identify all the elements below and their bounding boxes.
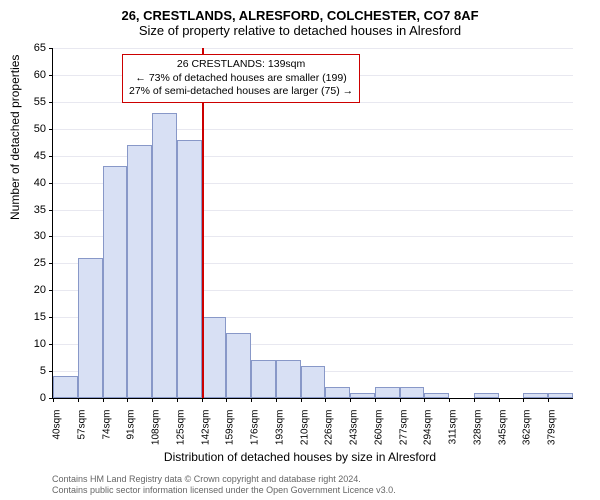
histogram-bar [103,166,128,398]
chart-title-main: 26, CRESTLANDS, ALRESFORD, COLCHESTER, C… [0,0,600,23]
ytick-label: 55 [16,96,46,108]
histogram-bar [276,360,301,398]
ytick-label: 5 [16,365,46,377]
ytick-label: 40 [16,177,46,189]
histogram-bar [53,376,78,398]
ytick-mark [49,236,53,237]
ytick-label: 50 [16,123,46,135]
footer-line-1: Contains HM Land Registry data © Crown c… [52,474,396,485]
histogram-bar [424,393,449,398]
histogram-bar [152,113,177,398]
marker-info-box: 26 CRESTLANDS: 139sqm ← 73% of detached … [122,54,360,103]
xtick-mark [276,398,277,402]
ytick-label: 30 [16,230,46,242]
histogram-bar [523,393,548,398]
ytick-label: 35 [16,204,46,216]
ytick-label: 20 [16,284,46,296]
ytick-label: 10 [16,338,46,350]
ytick-mark [49,263,53,264]
histogram-bar [301,366,326,398]
gridline [53,129,573,130]
xtick-mark [548,398,549,402]
xtick-mark [474,398,475,402]
histogram-bar [177,140,202,398]
ytick-label: 15 [16,311,46,323]
histogram-bar [226,333,251,398]
footer-attribution: Contains HM Land Registry data © Crown c… [52,474,396,496]
xtick-mark [350,398,351,402]
info-line-2: ← 73% of detached houses are smaller (19… [129,72,353,86]
xtick-mark [103,398,104,402]
ytick-mark [49,75,53,76]
xtick-mark [127,398,128,402]
ytick-mark [49,371,53,372]
histogram-bar [350,393,375,398]
xtick-mark [400,398,401,402]
histogram-bar [325,387,350,398]
x-axis-label: Distribution of detached houses by size … [0,450,600,464]
xtick-mark [53,398,54,402]
chart-title-sub: Size of property relative to detached ho… [0,23,600,38]
ytick-label: 60 [16,69,46,81]
ytick-mark [49,156,53,157]
xtick-mark [177,398,178,402]
ytick-mark [49,129,53,130]
histogram-bar [375,387,400,398]
chart-area: 40sqm57sqm74sqm91sqm108sqm125sqm142sqm15… [52,48,572,398]
ytick-label: 0 [16,392,46,404]
gridline [53,48,573,49]
histogram-bar [548,393,573,398]
ytick-mark [49,210,53,211]
xtick-mark [499,398,500,402]
ytick-mark [49,317,53,318]
xtick-mark [325,398,326,402]
xtick-mark [78,398,79,402]
xtick-mark [202,398,203,402]
ytick-label: 65 [16,42,46,54]
xtick-mark [152,398,153,402]
ytick-mark [49,290,53,291]
histogram-bar [127,145,152,398]
histogram-bar [202,317,227,398]
ytick-mark [49,344,53,345]
xtick-mark [301,398,302,402]
ytick-label: 25 [16,257,46,269]
histogram-bar [400,387,425,398]
ytick-label: 45 [16,150,46,162]
footer-line-2: Contains public sector information licen… [52,485,396,496]
xtick-mark [424,398,425,402]
ytick-mark [49,183,53,184]
ytick-mark [49,102,53,103]
xtick-mark [523,398,524,402]
xtick-mark [226,398,227,402]
xtick-mark [251,398,252,402]
info-line-1: 26 CRESTLANDS: 139sqm [129,58,353,72]
xtick-mark [375,398,376,402]
histogram-bar [251,360,276,398]
xtick-mark [449,398,450,402]
histogram-bar [78,258,103,398]
ytick-mark [49,48,53,49]
histogram-bar [474,393,499,398]
info-line-3: 27% of semi-detached houses are larger (… [129,85,353,99]
